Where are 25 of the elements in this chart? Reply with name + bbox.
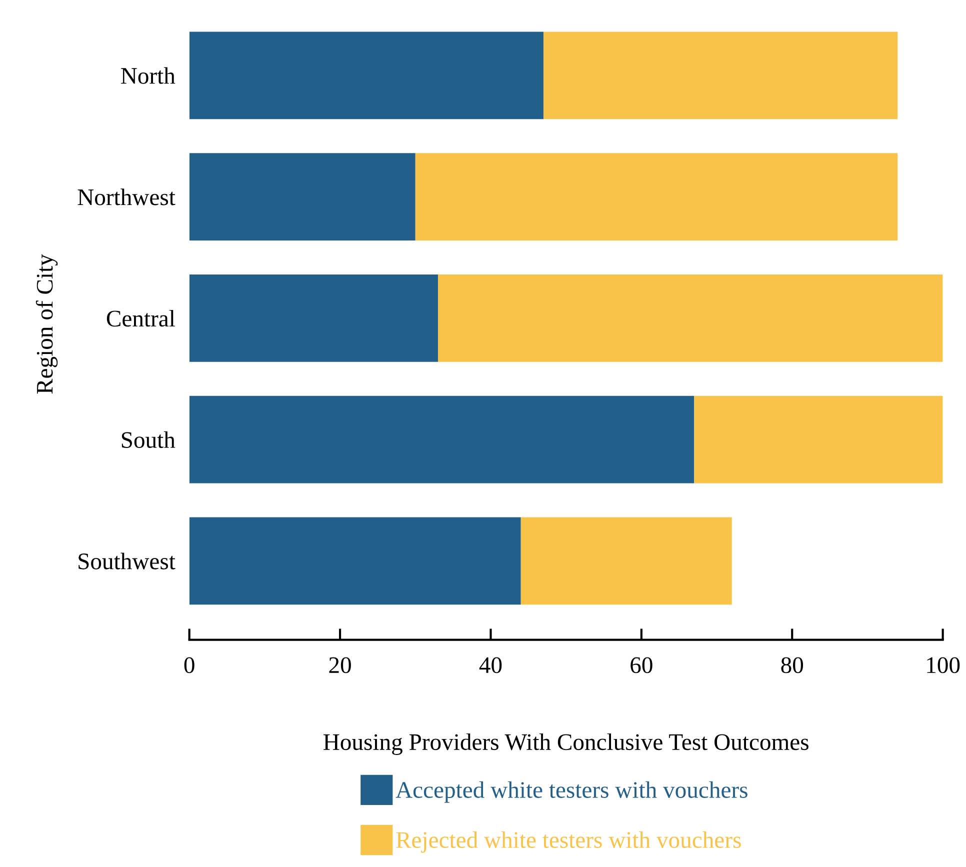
x-tick-label: 0: [184, 657, 194, 674]
y-axis-title: Region of City: [36, 254, 58, 394]
x-axis-title: Housing Providers With Conclusive Test Outcomes: [324, 733, 808, 755]
bar: [438, 274, 943, 362]
x-tick-label: 20: [329, 657, 351, 674]
y-tick-label: Southwest: [78, 552, 176, 570]
x-tick-label: 80: [781, 657, 804, 674]
bar: [520, 517, 732, 605]
x-tick-label: 40: [479, 657, 502, 674]
y-tick-label: South: [122, 431, 176, 448]
bar: [543, 32, 898, 120]
x-tick-label: 100: [927, 657, 960, 674]
y-tick-label: Northwest: [78, 188, 176, 206]
bar: [189, 153, 416, 241]
legend-label: Accepted white testers with vouchers: [396, 781, 748, 803]
bar: [189, 32, 544, 120]
y-tick-label: Central: [106, 310, 175, 327]
legend-label: Rejected white testers with vouchers: [396, 831, 741, 853]
bar: [415, 153, 898, 241]
x-tick-label: 60: [630, 657, 652, 674]
bar: [189, 274, 438, 362]
bar: [189, 396, 694, 484]
y-tick-label: North: [121, 67, 176, 84]
bar: [189, 517, 521, 605]
bar: [694, 396, 943, 484]
